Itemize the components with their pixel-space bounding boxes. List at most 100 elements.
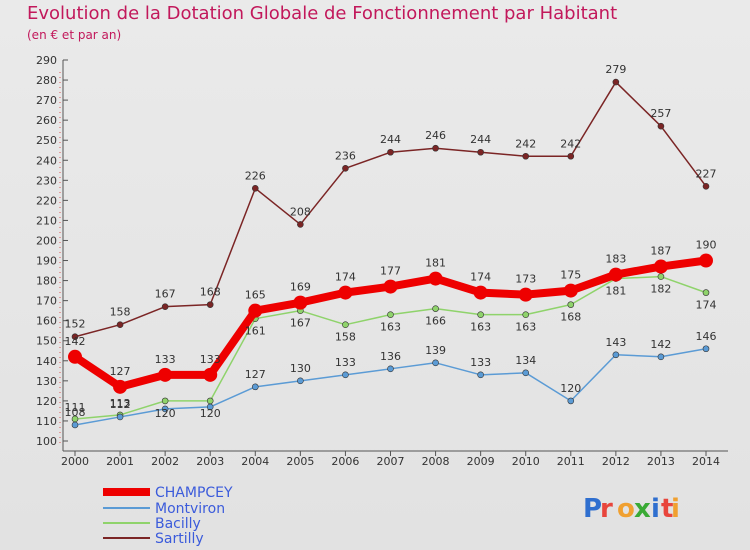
x-tick-label: 2014 [692,455,720,468]
data-label: 133 [335,356,356,369]
data-point [383,279,398,294]
data-label: 187 [650,245,671,258]
data-label: 127 [110,365,131,378]
data-point [158,367,173,382]
data-label: 133 [155,353,176,366]
data-label: 177 [380,265,401,278]
y-tick-label: 180 [36,275,57,288]
data-point [428,271,443,286]
logo-letter: o [617,494,635,524]
data-point [342,321,349,328]
x-tick-label: 2000 [61,455,89,468]
data-point [522,369,530,377]
data-point [702,183,710,190]
data-point [567,152,575,160]
y-tick-label: 290 [36,54,57,67]
legend-label: Sartilly [155,531,204,547]
data-label: 208 [290,205,311,218]
y-tick-label: 230 [36,174,57,187]
data-label: 152 [65,318,86,331]
data-point [612,78,620,86]
data-label: 181 [605,285,626,298]
data-label: 120 [200,407,221,420]
data-label: 166 [425,315,446,328]
data-label: 174 [335,271,356,284]
data-point [297,221,304,228]
y-tick-label: 240 [36,154,57,167]
data-label: 133 [470,356,491,369]
data-point [432,305,439,312]
data-point [522,311,530,318]
data-label: 139 [425,344,446,357]
logo-letter: i [671,494,680,524]
data-label: 182 [650,283,671,296]
data-point [342,164,349,172]
data-label: 242 [560,137,581,150]
data-point [206,397,214,405]
data-label: 279 [605,63,626,76]
data-point [387,311,394,318]
y-tick-label: 280 [36,74,57,87]
y-tick-label: 190 [36,255,57,268]
data-label: 169 [290,281,311,294]
logo-letter: i [651,494,660,524]
data-label: 163 [470,321,491,334]
data-point [567,397,575,405]
y-tick-label: 150 [36,335,57,348]
data-label: 183 [605,253,626,266]
data-label: 173 [515,273,536,286]
data-point [612,351,620,359]
data-point [432,144,439,152]
data-label: 244 [470,133,491,146]
data-label: 181 [425,257,446,270]
data-point [161,303,169,310]
x-tick-label: 2006 [331,455,359,468]
data-point [293,295,308,310]
data-point [702,289,710,296]
data-label: 163 [515,321,536,334]
y-tick-label: 140 [36,355,57,368]
data-label: 158 [110,306,131,319]
data-point [71,421,79,429]
data-label: 134 [515,354,536,367]
data-point [251,383,259,391]
data-label: 108 [65,406,86,419]
data-point [206,403,214,411]
data-point [477,311,484,318]
data-label: 158 [335,331,356,344]
y-tick-label: 170 [36,295,57,308]
data-point [657,273,665,280]
data-point [113,379,128,394]
data-label: 174 [470,271,491,284]
data-label: 174 [696,299,717,312]
data-point [338,285,353,300]
data-point [206,301,214,308]
data-point [71,333,79,341]
data-label: 142 [650,338,671,351]
data-point [161,397,169,405]
data-label: 133 [200,353,221,366]
x-tick-label: 2001 [106,455,134,468]
x-tick-label: 2005 [286,455,314,468]
logo-letter: t [661,494,673,524]
data-label: 120 [560,382,581,395]
data-point [387,148,394,156]
data-point [657,353,665,361]
x-tick-label: 2009 [467,455,495,468]
data-point [432,359,439,367]
data-point [297,377,304,385]
data-label: 190 [696,239,717,252]
x-tick-label: 2007 [377,455,405,468]
data-label: 112 [110,398,131,411]
data-label: 167 [290,317,311,330]
data-label: 130 [290,362,311,375]
data-label: 163 [380,321,401,334]
data-point [518,287,533,302]
data-point [477,148,484,156]
y-tick-label: 120 [36,395,57,408]
y-tick-label: 100 [36,435,57,448]
legend-label: Montviron [155,501,225,517]
chart-series [68,78,713,429]
data-point [567,301,575,308]
